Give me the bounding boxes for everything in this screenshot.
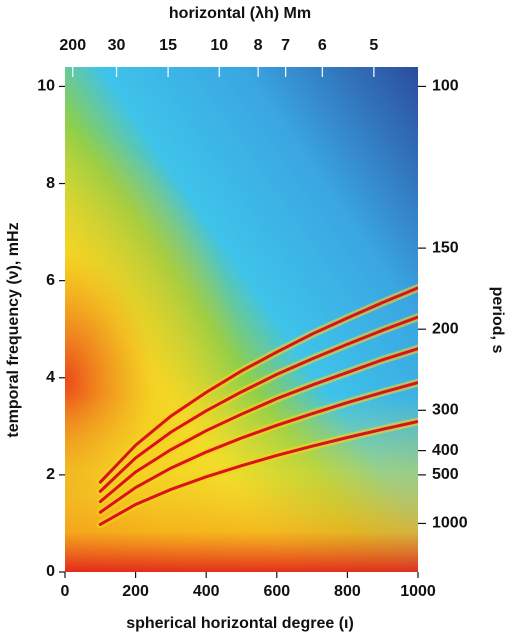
x-tick-label: 0 <box>61 583 70 600</box>
ridges <box>96 283 418 529</box>
y-tick-label: 0 <box>46 563 55 580</box>
y2-tick-label: 1000 <box>432 515 468 532</box>
x-tick-label: 1000 <box>400 583 436 600</box>
x2-tick-label: 8 <box>254 37 263 54</box>
x2-axis-label: horizontal (λh) Mm <box>169 5 311 22</box>
y-tick-label: 6 <box>46 272 55 289</box>
x2-tick-label: 5 <box>369 37 378 54</box>
y2-tick-label: 150 <box>432 239 459 256</box>
x2-tick-label: 7 <box>281 37 290 54</box>
ridge-line <box>98 286 418 484</box>
x2-tick-label: 30 <box>108 37 126 54</box>
ridge-line <box>98 315 418 493</box>
x2-tick-label: 10 <box>210 37 228 54</box>
x-tick-label: 800 <box>334 583 361 600</box>
heatmap-background <box>65 67 418 572</box>
y-tick-label: 4 <box>46 369 55 386</box>
x-tick-label: 200 <box>122 583 149 600</box>
y2-tick-label: 400 <box>432 442 459 459</box>
ridge-line <box>98 419 418 526</box>
x2-tick-label: 200 <box>59 37 86 54</box>
x-axis-label: spherical horizontal degree (ι) <box>126 615 354 632</box>
y2-tick-label: 300 <box>432 402 459 419</box>
x-tick-label: 400 <box>193 583 220 600</box>
y2-tick-label: 100 <box>432 78 459 95</box>
x2-tick-label: 6 <box>318 37 327 54</box>
y-tick-label: 2 <box>46 466 55 483</box>
y-tick-label: 8 <box>46 175 55 192</box>
y-tick-label: 10 <box>37 78 55 95</box>
y-axis-label: temporal frequency (ν), mHz <box>5 222 22 437</box>
x-tick-label: 600 <box>263 583 290 600</box>
x2-tick-label: 15 <box>159 37 177 54</box>
y2-tick-label: 500 <box>432 466 459 483</box>
ridge-line <box>98 347 418 504</box>
y2-axis-label: period, s <box>489 287 506 354</box>
y2-tick-label: 200 <box>432 320 459 337</box>
ridge-line <box>98 381 418 514</box>
